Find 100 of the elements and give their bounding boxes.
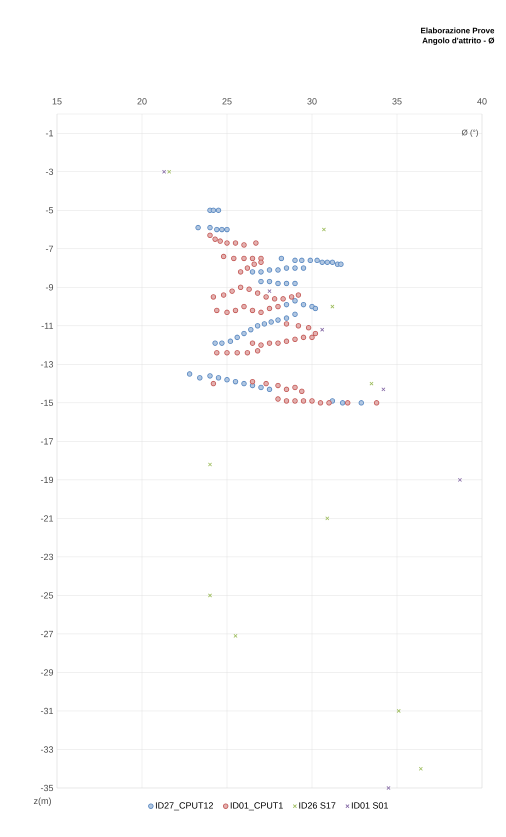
point <box>299 258 304 264</box>
point <box>320 260 325 265</box>
point <box>254 323 260 329</box>
point <box>340 400 346 406</box>
point <box>224 226 230 232</box>
point <box>292 298 298 304</box>
legend-label: ID01 S01 <box>352 802 388 809</box>
point <box>207 224 213 230</box>
y-tick-label: -29 <box>40 669 54 676</box>
x-tick-label: 25 <box>222 98 232 105</box>
point <box>266 278 272 284</box>
x-tick-label: 20 <box>137 98 147 105</box>
point <box>292 265 298 271</box>
point <box>275 317 281 323</box>
x-tick-label: 40 <box>477 98 487 105</box>
point <box>214 226 220 232</box>
point <box>186 371 192 377</box>
point <box>241 380 247 386</box>
point <box>284 302 290 308</box>
y-tick-label: -17 <box>40 438 54 444</box>
point <box>292 280 298 286</box>
point <box>268 319 274 325</box>
point <box>312 306 318 312</box>
point <box>208 593 212 598</box>
legend-label: ID26 S17 <box>299 802 336 809</box>
point <box>386 786 391 790</box>
point <box>195 224 201 230</box>
y-tick-label: -3 <box>46 168 54 175</box>
y-tick-label: -11 <box>42 322 54 329</box>
point <box>212 340 218 346</box>
point <box>320 328 324 332</box>
point <box>228 338 234 344</box>
point <box>207 373 213 379</box>
point <box>258 278 264 284</box>
point <box>292 258 298 264</box>
point <box>219 340 225 346</box>
point <box>266 386 272 392</box>
y-axis-title: z(m) <box>34 797 51 806</box>
y-tick-label: -7 <box>46 246 54 252</box>
point <box>210 208 216 213</box>
point <box>284 315 290 321</box>
point <box>292 312 298 317</box>
point <box>338 262 344 267</box>
point <box>216 208 222 213</box>
point <box>250 269 256 275</box>
point <box>167 170 172 174</box>
point <box>232 378 238 384</box>
y-tick-label: -23 <box>40 554 54 560</box>
point <box>324 260 330 265</box>
point <box>300 302 306 308</box>
y-tick-label: -15 <box>40 400 54 406</box>
y-tick-label: -27 <box>40 630 54 638</box>
point <box>322 228 326 232</box>
point <box>369 382 374 386</box>
point <box>278 256 284 262</box>
x-tick-label: 35 <box>392 98 402 105</box>
point <box>330 304 334 309</box>
y-tick-label: -35 <box>40 784 54 792</box>
point <box>224 377 230 382</box>
point <box>258 269 264 275</box>
point <box>284 280 290 286</box>
point <box>266 267 272 273</box>
point <box>162 170 166 174</box>
point <box>330 260 336 265</box>
legend-label: ID01_CPUT1 <box>230 802 283 810</box>
point <box>262 321 268 327</box>
point <box>458 478 462 482</box>
y-tick-label: -5 <box>46 207 54 214</box>
point <box>314 258 320 264</box>
point <box>418 766 423 771</box>
point <box>208 462 212 466</box>
x-tick-label: 30 <box>307 98 317 105</box>
point <box>248 326 254 332</box>
point <box>284 265 290 271</box>
point <box>396 708 401 713</box>
point <box>258 384 264 390</box>
y-tick-label: -1 <box>46 130 54 136</box>
y-tick-label: -25 <box>40 592 54 599</box>
point <box>325 516 330 520</box>
point <box>241 330 247 336</box>
y-tick-label: -19 <box>40 476 54 484</box>
y-tick-label: -21 <box>40 515 54 522</box>
point <box>234 334 240 340</box>
point <box>358 400 364 406</box>
point <box>308 258 313 264</box>
point <box>275 267 281 273</box>
point <box>197 375 202 381</box>
point <box>300 265 306 271</box>
point <box>233 634 238 638</box>
point <box>275 280 281 286</box>
point <box>216 375 222 381</box>
point <box>219 226 225 232</box>
legend-label: ID27_CPUT12 <box>156 802 213 810</box>
y-tick-label: -31 <box>40 708 54 714</box>
point <box>381 387 386 392</box>
y-tick-label: -9 <box>46 284 54 290</box>
y-tick-label: -13 <box>40 361 54 368</box>
point <box>267 289 272 294</box>
x-tick-label: 15 <box>52 98 62 105</box>
y-tick-label: -33 <box>40 746 54 753</box>
